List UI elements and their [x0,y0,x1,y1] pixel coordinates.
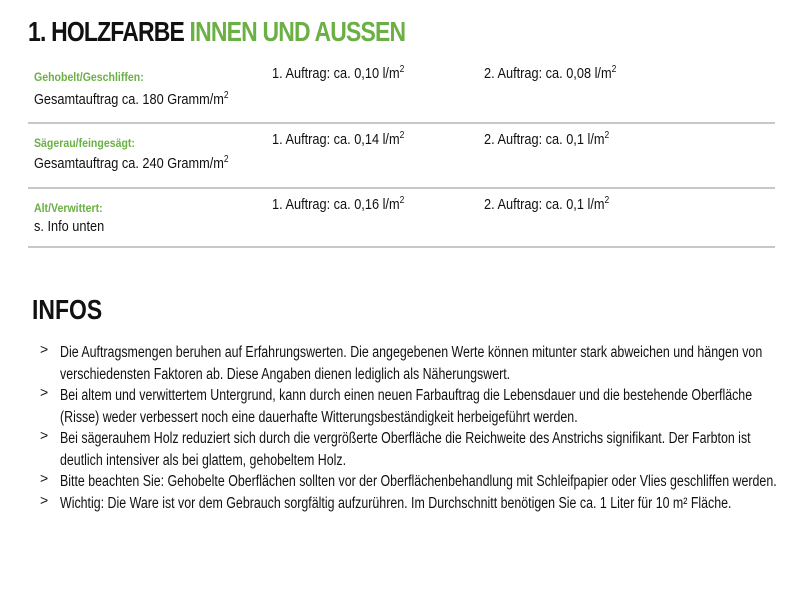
chevron-right-icon: > [40,470,49,486]
list-item: > Bei altem und verwittertem Untergrund, … [40,384,753,426]
chevron-right-icon: > [40,427,49,443]
list-item: > Bei sägerauhem Holz reduziert sich durc… [40,427,751,469]
list-item: > Wichtig: Die Ware ist vor dem Gebrauch … [40,491,732,512]
section-title: 1. HOLZFARBE INNEN UND AUSSEN [28,16,406,48]
title-part-2: INNEN UND AUSSEN [189,16,406,47]
second-coat: 2. Auftrag: ca. 0,08 l/m2 [484,64,617,82]
row-label: Sägerau/feingesägt: [34,136,135,150]
second-coat: 2. Auftrag: ca. 0,1 l/m2 [484,130,610,148]
row-label: Gehobelt/Geschliffen: [34,70,144,84]
row-total: s. Info unten [34,218,105,235]
list-item: > Die Auftragsmengen beruhen auf Erfahrun… [40,341,763,383]
list-item: > Bitte beachten Sie: Gehobelte Oberfläch… [40,470,777,490]
chevron-right-icon: > [40,491,49,508]
infos-list: > Die Auftragsmengen beruhen auf Erfahrun… [40,341,800,514]
first-coat: 1. Auftrag: ca. 0,10 l/m2 [272,64,405,82]
first-coat: 1. Auftrag: ca. 0,14 l/m2 [272,130,405,148]
chevron-right-icon: > [40,341,49,357]
row-label: Alt/Verwittert: [34,201,103,215]
table-row: Sägerau/feingesägt: Gesamtauftrag ca. 24… [28,130,775,189]
table-row: Gehobelt/Geschliffen: Gesamtauftrag ca. … [28,64,775,124]
first-coat: 1. Auftrag: ca. 0,16 l/m2 [272,195,405,213]
table-row: Alt/Verwittert: s. Info unten 1. Auftrag… [28,195,775,248]
infos-heading: INFOS [32,294,103,325]
title-part-1: 1. HOLZFARBE [28,16,185,47]
chevron-right-icon: > [40,384,49,400]
second-coat: 2. Auftrag: ca. 0,1 l/m2 [484,195,610,213]
row-total: Gesamtauftrag ca. 180 Gramm/m2 [34,90,229,108]
row-total: Gesamtauftrag ca. 240 Gramm/m2 [34,154,229,172]
